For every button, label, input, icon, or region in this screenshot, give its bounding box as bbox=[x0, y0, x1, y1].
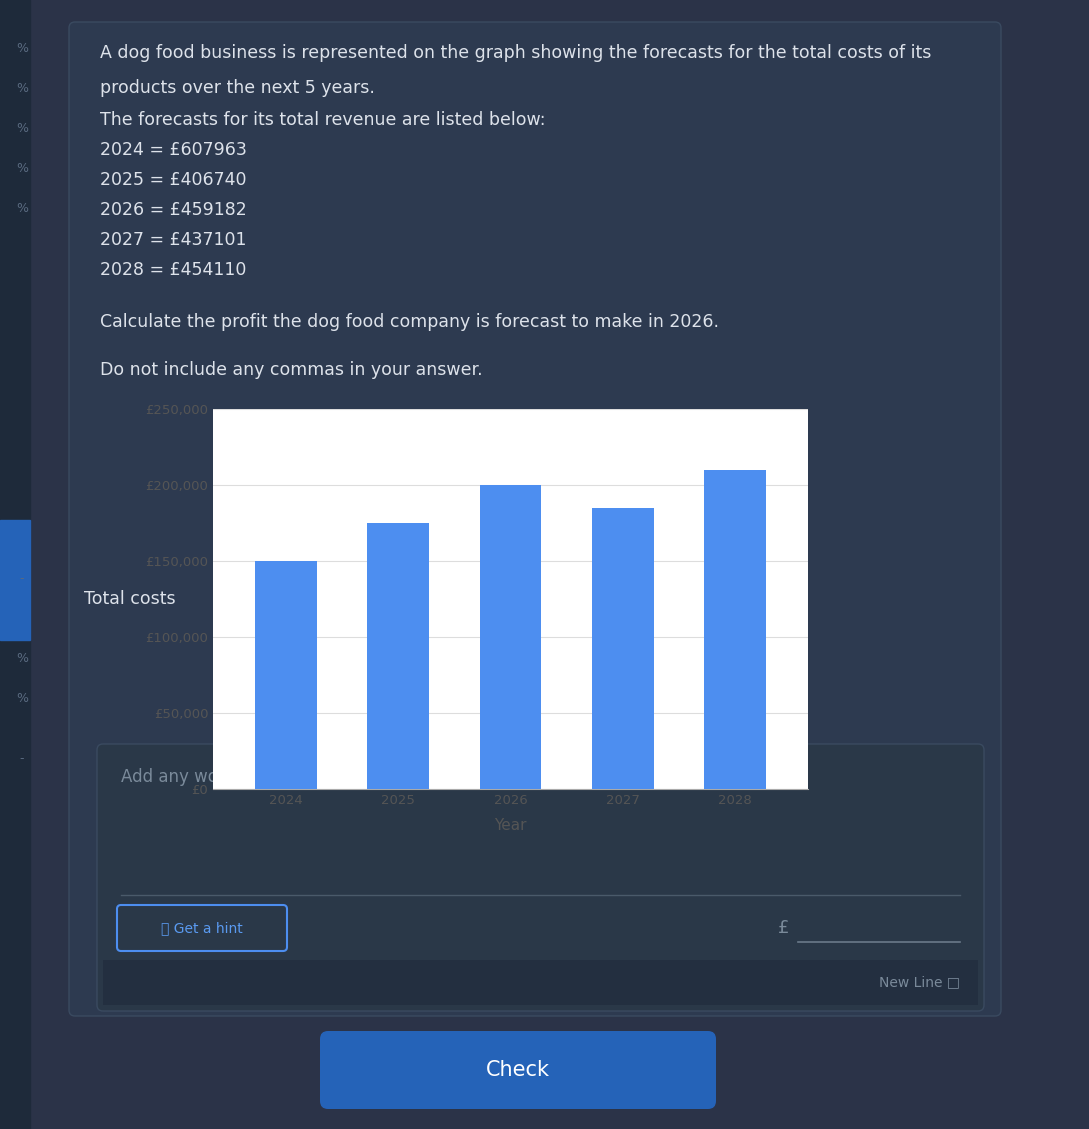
Bar bbox=[592, 508, 653, 789]
Bar bbox=[255, 561, 317, 789]
Bar bbox=[479, 485, 541, 789]
Text: products over the next 5 years.: products over the next 5 years. bbox=[100, 79, 375, 97]
Text: 2024 = £607963: 2024 = £607963 bbox=[100, 141, 247, 159]
Text: Total costs: Total costs bbox=[84, 590, 175, 609]
Text: -: - bbox=[20, 753, 24, 765]
Text: %: % bbox=[16, 123, 28, 135]
Text: %: % bbox=[16, 82, 28, 96]
Bar bbox=[705, 470, 766, 789]
Text: %: % bbox=[16, 202, 28, 216]
Text: 2026 = £459182: 2026 = £459182 bbox=[100, 201, 247, 219]
Text: -: - bbox=[20, 572, 24, 586]
Bar bbox=[367, 523, 429, 789]
Text: Check: Check bbox=[486, 1060, 550, 1080]
Bar bbox=[0, 0, 30, 1129]
FancyBboxPatch shape bbox=[103, 960, 978, 1005]
Text: £: £ bbox=[778, 919, 790, 937]
Text: New Line □: New Line □ bbox=[879, 975, 960, 989]
X-axis label: Year: Year bbox=[494, 819, 527, 833]
Text: %: % bbox=[16, 43, 28, 55]
Text: Add any workings here: Add any workings here bbox=[121, 768, 311, 786]
Text: 2028 = £454110: 2028 = £454110 bbox=[100, 261, 246, 279]
Text: The forecasts for its total revenue are listed below:: The forecasts for its total revenue are … bbox=[100, 111, 546, 129]
Text: %: % bbox=[16, 163, 28, 175]
FancyBboxPatch shape bbox=[69, 21, 1001, 1016]
Text: 2027 = £437101: 2027 = £437101 bbox=[100, 231, 246, 250]
Bar bbox=[0, 520, 30, 640]
Text: ⭐ Get a hint: ⭐ Get a hint bbox=[161, 921, 243, 935]
Text: %: % bbox=[16, 692, 28, 706]
Text: 2025 = £406740: 2025 = £406740 bbox=[100, 170, 246, 189]
FancyBboxPatch shape bbox=[320, 1031, 715, 1109]
FancyBboxPatch shape bbox=[97, 744, 984, 1010]
Text: A dog food business is represented on the graph showing the forecasts for the to: A dog food business is represented on th… bbox=[100, 44, 931, 62]
Text: Calculate the profit the dog food company is forecast to make in 2026.: Calculate the profit the dog food compan… bbox=[100, 313, 719, 331]
FancyBboxPatch shape bbox=[117, 905, 287, 951]
Text: %: % bbox=[16, 653, 28, 665]
Text: Do not include any commas in your answer.: Do not include any commas in your answer… bbox=[100, 361, 482, 379]
